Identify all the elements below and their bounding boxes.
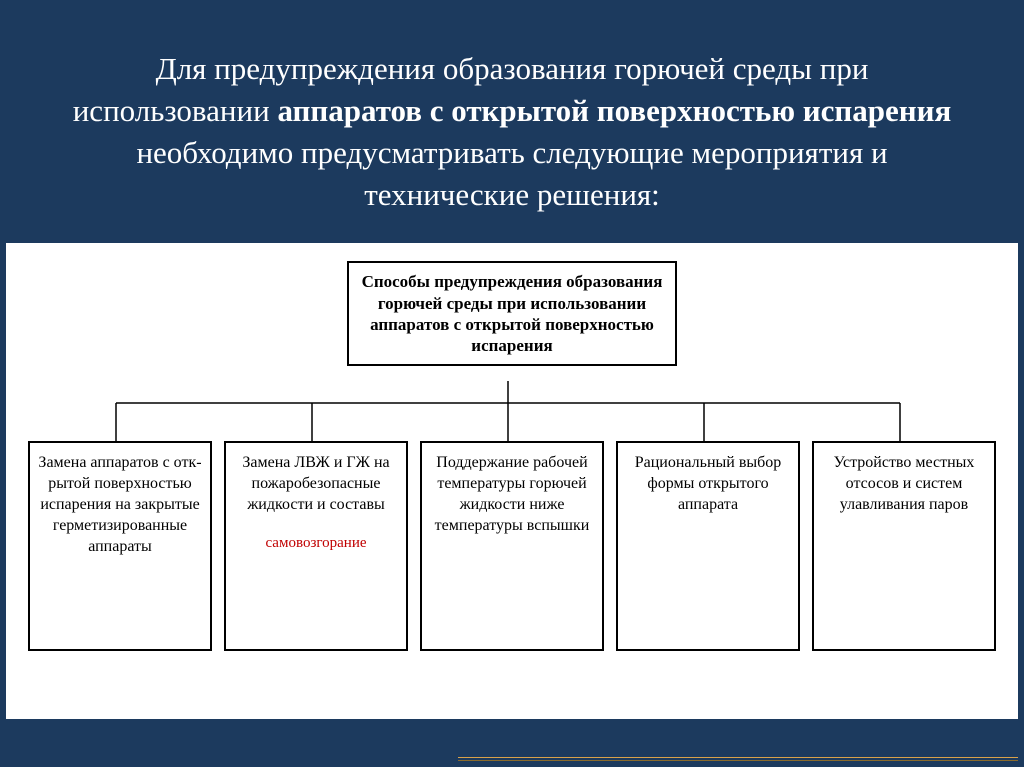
child-node: Замена аппа­ратов с отк­рытой поверх­нос… (28, 441, 212, 651)
child-node-text: Замена аппа­ратов с отк­рытой поверх­нос… (36, 453, 204, 557)
child-node-annotation: самовозгорание (232, 534, 400, 554)
root-node: Способы предупреждения об­разования горю… (347, 261, 677, 366)
diagram-area: Способы предупреждения об­разования горю… (6, 243, 1018, 719)
slide-title: Для предупреждения образования горючей с… (0, 0, 1024, 243)
title-post: необходимо предусматривать следующие мер… (136, 135, 887, 212)
tree-connectors (28, 381, 988, 441)
child-node: Замена ЛВЖ и ГЖ на пожа­робезо­пасные жи… (224, 441, 408, 651)
child-node: Рациональный выбор формы откры­того аппа… (616, 441, 800, 651)
footer-line-bottom (458, 760, 1018, 761)
child-node-text: Замена ЛВЖ и ГЖ на пожа­робезо­пасные жи… (232, 453, 400, 515)
child-nodes-row: Замена аппа­ратов с отк­рытой поверх­нос… (28, 441, 996, 651)
child-node: Поддержание рабочей темпе­ратуры горючей… (420, 441, 604, 651)
footer-line-top (458, 757, 1018, 758)
child-node-text: Рациональный выбор формы откры­того аппа… (624, 453, 792, 515)
title-bold: аппаратов с открытой поверхностью испаре… (277, 93, 951, 128)
child-node-text: Поддержание рабочей темпе­ратуры горючей… (428, 453, 596, 536)
child-node: Устройство местных отсо­сов и систем ула… (812, 441, 996, 651)
footer-rule (458, 757, 1018, 761)
child-node-text: Устройство местных отсо­сов и систем ула… (820, 453, 988, 515)
